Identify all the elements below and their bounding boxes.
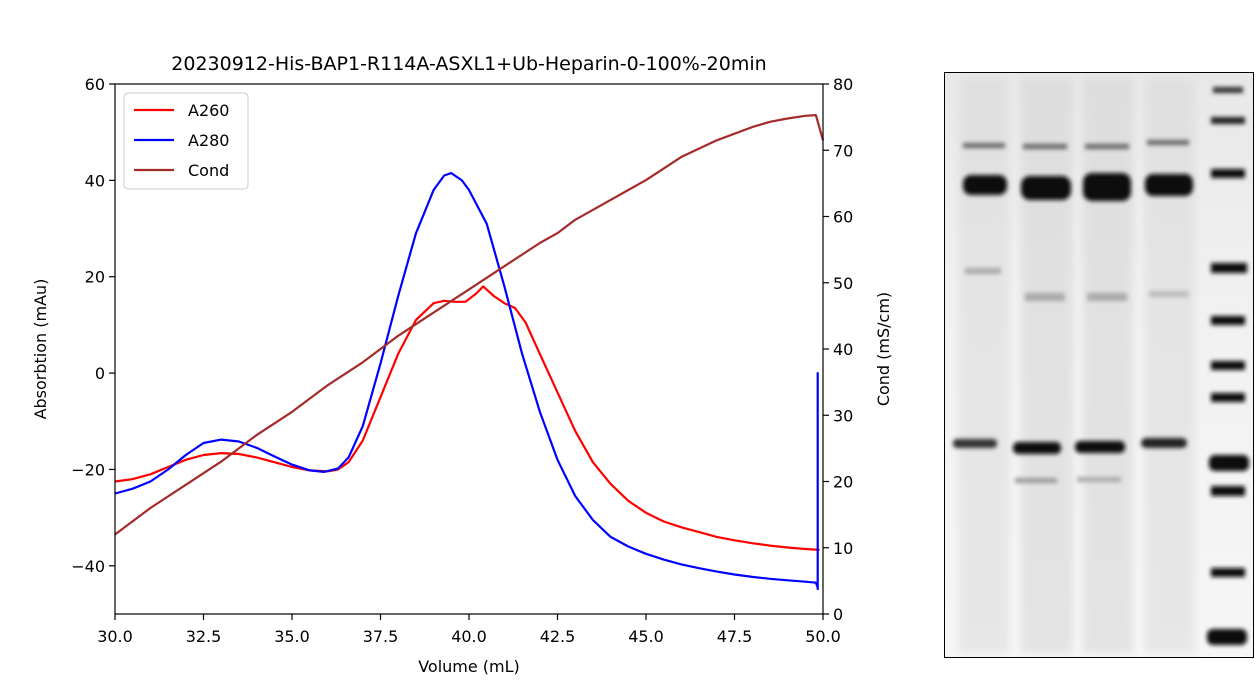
x-tick-label: 37.5: [363, 627, 399, 646]
sds-page-gel-image: [944, 72, 1254, 658]
y-tick-label: 60: [85, 75, 105, 94]
x-tick-label: 32.5: [186, 627, 222, 646]
y-axis-label: Absorbtion (mAu): [31, 279, 50, 420]
legend-box: [123, 92, 249, 190]
gel-lane-3: [1083, 78, 1133, 653]
x-axis: 30.0 32.5 35.0 37.5 40.0 42.5 45.0 47.5 50.0: [97, 614, 841, 646]
x-tick-label: 45.0: [628, 627, 664, 646]
legend-entry: A280: [188, 131, 229, 150]
x-tick-label: 50.0: [805, 627, 841, 646]
x-tick-label: 42.5: [540, 627, 576, 646]
y2-tick-label: 40: [833, 340, 853, 359]
x-tick-label: 47.5: [717, 627, 753, 646]
y2-tick-label: 80: [833, 75, 853, 94]
y-tick-label: 20: [85, 268, 105, 287]
gel-lane-2: [1021, 78, 1073, 653]
legend: A260 A280 Cond: [123, 92, 249, 190]
y2-tick-label: 60: [833, 208, 853, 227]
series-line-cond: [114, 114, 825, 536]
y-tick-label: −20: [71, 460, 105, 479]
series-line-a260: [114, 285, 820, 551]
y-axis-right: 0 10 20 30 40 50 60 70 80: [823, 75, 853, 624]
x-tick-label: 40.0: [451, 627, 487, 646]
y2-tick-label: 20: [833, 473, 853, 492]
gel-bands: [953, 78, 1249, 653]
y-tick-label: 0: [95, 364, 105, 383]
legend-entry: A260: [188, 101, 229, 120]
gel-lane-1: [959, 78, 1009, 653]
y-tick-label: −40: [71, 557, 105, 576]
y2-tick-label: 0: [833, 605, 843, 624]
gel-lane-4: [1145, 78, 1195, 653]
x-axis-label: Volume (mL): [418, 657, 520, 676]
y2-tick-label: 10: [833, 539, 853, 558]
x-tick-label: 30.0: [97, 627, 133, 646]
y2-axis-label: Cond (mS/cm): [874, 292, 893, 406]
y-tick-label: 40: [85, 171, 105, 190]
series-layer: [114, 114, 825, 590]
chart-title: 20230912-His-BAP1-R114A-ASXL1+Ub-Heparin…: [171, 53, 766, 75]
x-tick-label: 35.0: [274, 627, 310, 646]
y2-tick-label: 50: [833, 274, 853, 293]
y-axis-left: −40 −20 0 20 40 60: [71, 75, 115, 576]
y2-tick-label: 30: [833, 406, 853, 425]
series-line-a280: [114, 172, 819, 590]
y2-tick-label: 70: [833, 141, 853, 160]
legend-entry: Cond: [188, 161, 229, 180]
